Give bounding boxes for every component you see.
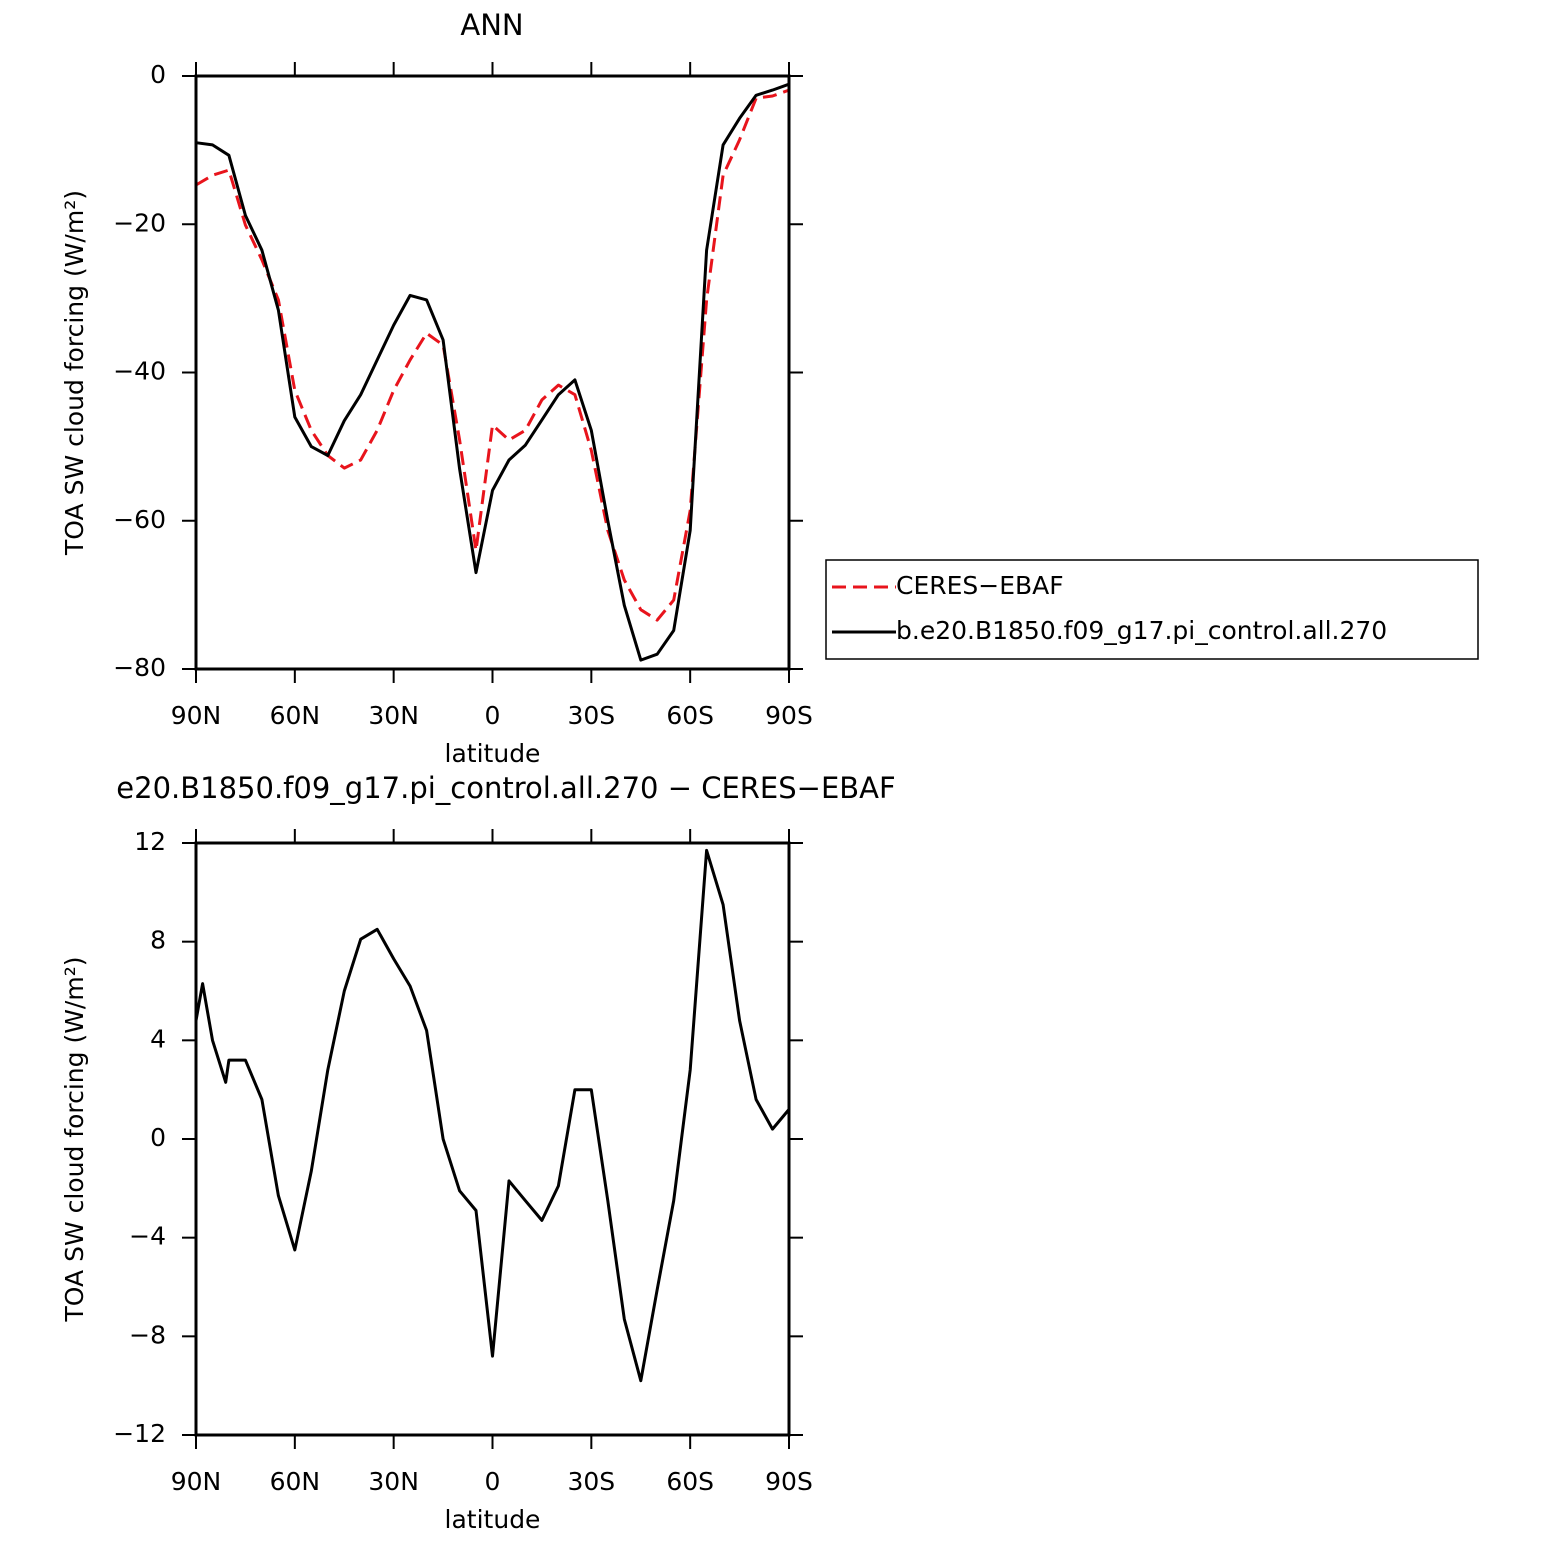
x-tick-label: 30N [368,701,419,730]
data-line [194,848,791,1383]
legend-box [825,559,1479,660]
legend-label: b.e20.B1850.f09_g17.pi_control.all.270 [896,616,1387,645]
y-tick-label: 0 [150,1123,166,1152]
x-axis-label: latitude [445,739,541,768]
chart-title: ANN [460,8,523,42]
x-tick-label: 30N [368,1467,419,1496]
x-tick-label: 30S [567,701,615,730]
y-tick-label: −8 [129,1320,166,1349]
x-tick-label: 60N [270,701,321,730]
chart-title: e20.B1850.f09_g17.pi_control.all.270 − C… [116,771,895,805]
y-tick-label: 8 [150,926,166,955]
plot-frame [194,74,791,671]
y-tick-label: 4 [150,1024,166,1053]
y-tick-label: 0 [150,60,166,89]
x-tick-label: 0 [485,1467,501,1496]
y-tick-label: −12 [113,1419,166,1448]
y-tick-label: −20 [113,208,166,237]
x-tick-label: 30S [567,1467,615,1496]
y-tick-label: 12 [134,827,166,856]
y-tick-label: −40 [113,357,166,386]
legend-label: CERES−EBAF [896,571,1064,600]
y-axis-label: TOA SW cloud forcing (W/m²) [60,190,89,556]
x-tick-label: 60S [666,1467,714,1496]
y-tick-label: −80 [113,653,166,682]
x-axis-label: latitude [445,1505,541,1534]
x-tick-label: 90N [171,1467,222,1496]
x-tick-label: 90S [765,1467,813,1496]
x-tick-label: 60N [270,1467,321,1496]
y-axis-label: TOA SW cloud forcing (W/m²) [60,957,89,1323]
y-tick-label: −4 [129,1222,166,1251]
data-line [195,82,790,662]
x-tick-label: 0 [485,701,501,730]
x-tick-label: 60S [666,701,714,730]
x-tick-label: 90S [765,701,813,730]
x-tick-label: 90N [171,701,222,730]
y-tick-label: −60 [113,505,166,534]
plot-frame [194,841,791,1437]
